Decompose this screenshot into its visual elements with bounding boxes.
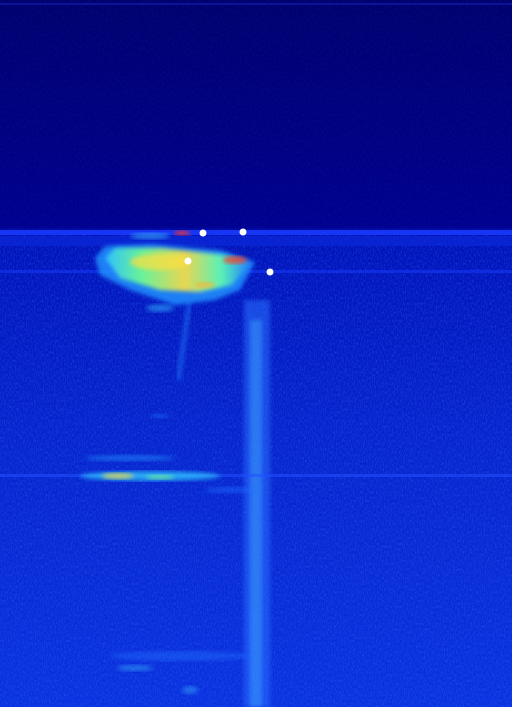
seabed-band — [0, 236, 512, 246]
surface-line — [0, 3, 512, 5]
marker-4[interactable] — [266, 268, 274, 276]
bottom-echo — [110, 651, 250, 694]
marker-group — [184, 228, 274, 276]
marker-2[interactable] — [239, 228, 247, 236]
sub-band — [0, 270, 512, 273]
seabed-line — [0, 230, 512, 235]
marker-1[interactable] — [199, 229, 207, 237]
lower-echo-layer — [0, 414, 512, 493]
marker-3[interactable] — [184, 257, 192, 265]
speckle-noise-upper — [0, 0, 512, 232]
echo-target — [95, 230, 255, 381]
vertical-streak-core — [250, 320, 262, 707]
